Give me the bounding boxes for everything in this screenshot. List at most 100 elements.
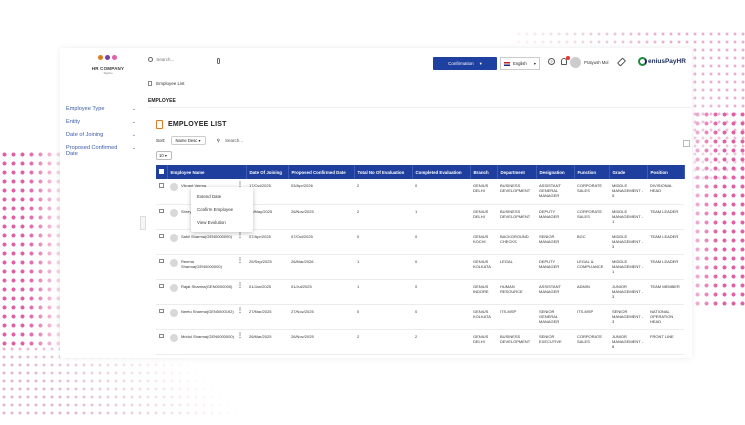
clipboard-icon: [156, 120, 163, 129]
completed-evaluation-cell: 0: [412, 279, 470, 305]
breadcrumb-current[interactable]: Employee List: [156, 81, 185, 86]
row-checkbox[interactable]: [159, 233, 164, 238]
branch-cell: GENIUS KOCHI: [470, 229, 497, 255]
help-icon[interactable]: ?: [548, 58, 555, 65]
branch-cell: GENIUS INDORE: [470, 279, 497, 305]
table-row[interactable]: Reema Sharma(GEN0000000) ⋮ 25/Sep/2025 26/M…: [156, 254, 684, 280]
column-header[interactable]: Designation: [536, 165, 575, 179]
kebab-menu-icon[interactable]: ⋮: [237, 182, 243, 188]
filter-date-of-joining[interactable]: Date of Joining ⌄: [60, 132, 140, 138]
chevron-down-icon: ⌄: [131, 132, 136, 138]
global-search[interactable]: [148, 57, 223, 67]
proposed-confirmed-date-cell: 03/Apr/2026: [288, 179, 354, 205]
bell-icon[interactable]: [561, 58, 567, 65]
employee-name[interactable]: Rajat Sharma(GEN0000000): [181, 283, 233, 289]
sort-value: Name Desc: [175, 138, 198, 143]
row-checkbox[interactable]: [159, 283, 164, 288]
global-search-input[interactable]: [156, 57, 207, 62]
employee-name[interactable]: Neetu Sharma(GEN0000192): [181, 308, 234, 314]
language-value: English: [513, 61, 527, 66]
confirmation-label: Confirmation: [448, 61, 474, 66]
menu-item-confirm-employee[interactable]: Confirm Employee: [197, 207, 234, 212]
grade-cell: MIDDLE MANAGEMENT - 1: [609, 204, 647, 230]
row-checkbox[interactable]: [159, 308, 164, 313]
avatar: [170, 308, 178, 317]
row-checkbox[interactable]: [159, 183, 164, 188]
row-context-menu: Extend Date Confirm Employee View Evolut…: [191, 187, 253, 232]
column-toggle-icon[interactable]: [683, 140, 690, 147]
filter-label: Date of Joining: [66, 132, 104, 138]
employee-name[interactable]: Mridul Sharma(GEN0000000): [181, 333, 234, 339]
link-icon[interactable]: [616, 57, 627, 67]
position-cell: TEAM LEADER: [647, 254, 684, 280]
column-header[interactable]: Completed Evaluation: [412, 165, 471, 179]
total-evaluation-cell: 1: [354, 254, 412, 280]
row-checkbox[interactable]: [159, 333, 164, 338]
column-header[interactable]: Grade: [609, 165, 648, 179]
designation-cell: ASSISTANT MANAGER: [536, 279, 574, 305]
column-header[interactable]: Employee Name: [167, 165, 247, 179]
total-evaluation-cell: 2: [354, 204, 412, 230]
designation-cell: DEPUTY MANAGER: [536, 204, 574, 230]
employee-name[interactable]: Vikrant Verma: [181, 183, 207, 188]
column-header[interactable]: Position: [647, 165, 685, 179]
column-header[interactable]: Branch: [470, 165, 498, 179]
brand-name: eniusPayHR: [648, 58, 686, 65]
company-logo[interactable]: HR COMPANY Tagline: [90, 54, 126, 75]
user-name[interactable]: Pratyush Mol: [584, 60, 609, 65]
microphone-icon[interactable]: [217, 58, 220, 64]
table-row[interactable]: Mridul Sharma(GEN0000000) ⋮ 26/Mar/2025 26/…: [156, 329, 684, 355]
department-cell: ITS-MSP: [497, 304, 536, 330]
language-select[interactable]: English ▾: [500, 57, 540, 70]
page-size-select[interactable]: 10 ▾: [156, 151, 172, 160]
kebab-menu-icon[interactable]: ⋮: [237, 332, 243, 339]
menu-item-extend-date[interactable]: Extend Date: [197, 194, 222, 199]
kebab-menu-icon[interactable]: ⋮: [237, 307, 243, 314]
designation-cell: SENIOR MANAGER: [536, 229, 574, 255]
table-row[interactable]: Rajat Sharma(GEN0000000) ⋮ 01/Jan/2025 01/J…: [156, 279, 684, 305]
select-all-checkbox[interactable]: [159, 169, 164, 174]
column-header[interactable]: Function: [574, 165, 610, 179]
employee-name[interactable]: Sahil Sharma(GEN0000000): [181, 233, 232, 239]
confirmation-button[interactable]: Confirmation ▾: [433, 57, 497, 70]
branch-cell: GENIUS KOLKATA: [470, 254, 497, 280]
filter-entity[interactable]: Entity ⌄: [60, 119, 140, 125]
brand-logo: eniusPayHR: [638, 57, 686, 66]
sidebar-collapse-toggle[interactable]: [140, 216, 146, 230]
row-checkbox[interactable]: [159, 258, 164, 263]
kebab-menu-icon[interactable]: ⋮: [237, 257, 243, 264]
kebab-menu-icon[interactable]: ⋮: [237, 232, 243, 239]
function-cell: ADMIN: [574, 279, 609, 305]
column-header[interactable]: Proposed Confirmed Date: [288, 165, 355, 179]
grade-cell: SENIOR MANAGEMENT - 3: [609, 304, 647, 330]
completed-evaluation-cell: 0: [412, 179, 470, 205]
user-avatar[interactable]: [570, 57, 581, 68]
employee-name[interactable]: Reema Sharma(GEN0000000): [181, 258, 222, 269]
sort-select[interactable]: Name Desc ▾: [170, 136, 206, 145]
row-select-cell: [156, 304, 167, 330]
department-cell: BACKGROUND CHECKS: [497, 229, 536, 255]
designation-cell: ASSISTANT GENERAL MANAGER: [536, 179, 574, 205]
row-select-cell: [156, 229, 167, 255]
grade-cell: JUNIOR MANAGEMENT - 3: [609, 279, 647, 305]
list-search-input[interactable]: Search...: [224, 138, 243, 143]
position-cell: DIVISIONAL HEAD: [647, 179, 684, 205]
row-select-cell: [156, 329, 167, 355]
kebab-menu-icon[interactable]: ⋮: [237, 282, 243, 289]
filter-proposed-confirmed-date[interactable]: Proposed Confirmed Date ⌄: [60, 145, 140, 157]
search-icon: ⚲: [216, 137, 220, 143]
function-cell: ITS-MSP: [574, 304, 609, 330]
total-evaluation-cell: 0: [354, 229, 412, 255]
row-checkbox[interactable]: [159, 208, 164, 213]
table-row[interactable]: Neetu Sharma(GEN0000192) ⋮ 27/Mar/2025 27/N…: [156, 304, 684, 330]
designation-cell: SENIOR EXECUTIVE: [536, 329, 574, 355]
filter-employee-type[interactable]: Employee Type ⌄: [60, 106, 140, 112]
column-header[interactable]: Total No Of Evaluation: [354, 165, 413, 179]
table-row[interactable]: Sahil Sharma(GEN0000000) ⋮ 07/Apr/2025 07/O…: [156, 229, 684, 255]
avatar: [170, 333, 178, 342]
column-header[interactable]: Date Of Joining: [246, 165, 289, 179]
menu-item-view-evolution[interactable]: View Evolution: [197, 220, 226, 225]
row-select-cell: [156, 279, 167, 305]
employee-info: Sahil Sharma(GEN0000000) ⋮: [170, 232, 243, 242]
column-header[interactable]: Department: [497, 165, 537, 179]
